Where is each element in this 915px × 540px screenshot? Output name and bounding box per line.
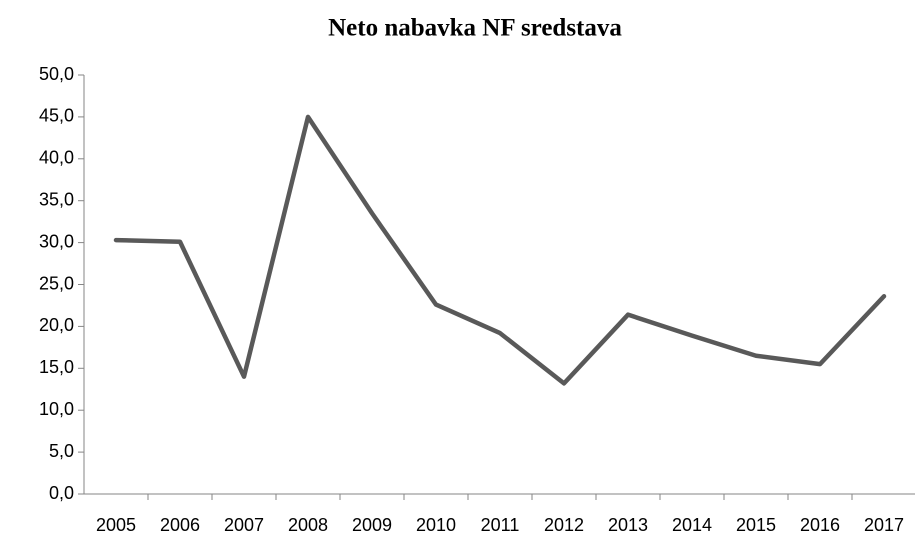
x-tick-label: 2012	[544, 515, 584, 535]
x-tick-label: 2007	[224, 515, 264, 535]
y-tick-label: 10,0	[39, 399, 74, 419]
y-tick-label: 35,0	[39, 189, 74, 209]
y-tick-label: 30,0	[39, 231, 74, 251]
x-tick-label: 2009	[352, 515, 392, 535]
x-tick-label: 2016	[800, 515, 840, 535]
y-tick-label: 5,0	[49, 441, 74, 461]
data-line	[113, 114, 887, 386]
y-tick-label: 45,0	[39, 106, 74, 126]
x-tick-label: 2013	[608, 515, 648, 535]
x-tick-label: 2015	[736, 515, 776, 535]
x-tick-label: 2005	[96, 515, 136, 535]
y-tick-label: 40,0	[39, 148, 74, 168]
x-tick-label: 2017	[864, 515, 904, 535]
x-tick-label: 2006	[160, 515, 200, 535]
x-tick-label: 2014	[672, 515, 712, 535]
x-tick-label: 2011	[481, 515, 520, 535]
y-tick-label: 15,0	[39, 357, 74, 377]
chart-title: Neto nabavka NF sredstava	[328, 15, 622, 42]
y-tick-label: 25,0	[39, 273, 74, 293]
y-tick-label: 20,0	[39, 315, 74, 335]
y-tick-label: 0,0	[49, 483, 74, 503]
x-tick-label: 2008	[288, 515, 328, 535]
y-tick-label: 50,0	[39, 64, 74, 84]
x-tick-label: 2010	[416, 515, 456, 535]
